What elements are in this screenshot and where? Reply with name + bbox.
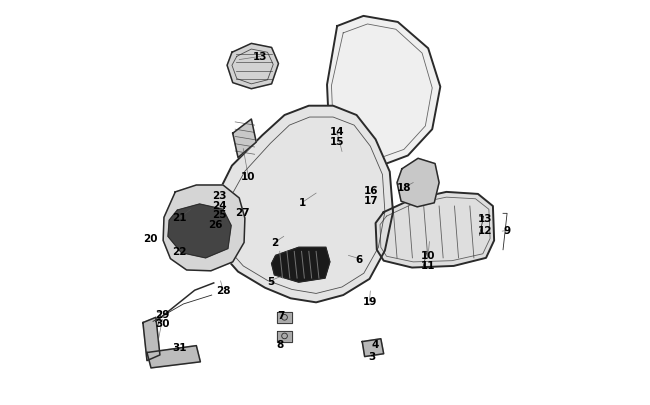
Polygon shape (376, 192, 494, 268)
Text: 21: 21 (172, 213, 187, 223)
Text: 13: 13 (478, 214, 492, 224)
Polygon shape (362, 339, 383, 357)
Text: 10: 10 (241, 171, 255, 181)
Text: 15: 15 (330, 137, 344, 147)
Text: 2: 2 (271, 238, 278, 248)
Polygon shape (143, 318, 160, 361)
Text: 20: 20 (143, 234, 157, 244)
Text: 8: 8 (277, 339, 284, 349)
Text: 16: 16 (364, 185, 379, 195)
Polygon shape (397, 159, 439, 207)
Text: 30: 30 (155, 319, 170, 328)
Polygon shape (272, 248, 330, 282)
Text: 23: 23 (213, 190, 227, 200)
Text: 4: 4 (372, 339, 379, 349)
Text: 18: 18 (396, 182, 411, 192)
Text: 31: 31 (172, 342, 187, 352)
Text: 26: 26 (209, 220, 223, 230)
Polygon shape (327, 17, 440, 168)
Text: 11: 11 (421, 260, 436, 270)
Text: 17: 17 (364, 196, 379, 205)
Text: 29: 29 (155, 310, 170, 320)
Polygon shape (233, 120, 256, 158)
Text: 14: 14 (330, 127, 344, 137)
Text: 28: 28 (216, 286, 230, 296)
Text: 6: 6 (356, 254, 363, 264)
Polygon shape (278, 331, 292, 342)
Polygon shape (209, 107, 393, 303)
Text: 10: 10 (421, 250, 436, 260)
Text: 7: 7 (277, 311, 284, 320)
Polygon shape (227, 44, 278, 90)
Polygon shape (168, 205, 231, 258)
Text: 25: 25 (213, 210, 227, 220)
Text: 19: 19 (362, 296, 377, 306)
Text: 5: 5 (266, 276, 274, 286)
Text: 24: 24 (213, 200, 227, 210)
Text: 22: 22 (172, 246, 187, 256)
Text: 12: 12 (478, 226, 492, 236)
Polygon shape (278, 312, 292, 323)
Text: 9: 9 (504, 226, 511, 236)
Text: 3: 3 (368, 351, 375, 361)
Polygon shape (163, 185, 245, 271)
Text: 1: 1 (299, 198, 306, 207)
Text: 27: 27 (235, 208, 250, 217)
Text: 13: 13 (253, 52, 268, 62)
Polygon shape (147, 346, 200, 368)
